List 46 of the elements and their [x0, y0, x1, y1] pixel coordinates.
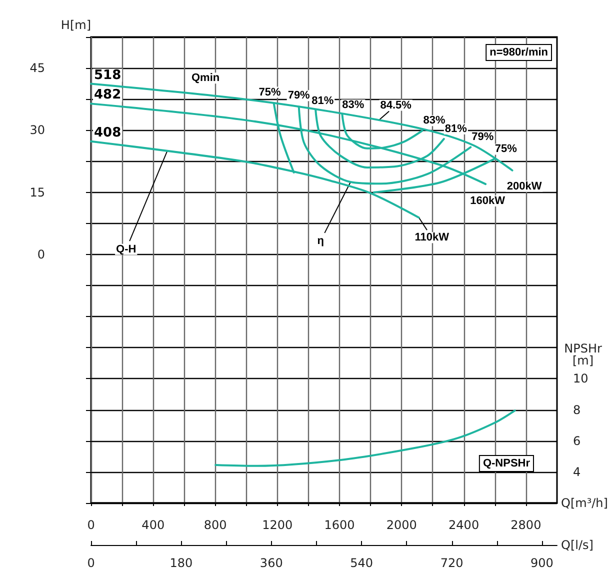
y2-tick-label: 4: [573, 464, 581, 479]
annotation: 75%: [494, 143, 518, 156]
x-tick-label: 0: [87, 518, 95, 532]
annotation: 81%: [444, 122, 468, 135]
x2-tick-label: 540: [350, 556, 374, 570]
annotation: 160kW: [470, 195, 506, 208]
annotation: 83%: [423, 114, 446, 127]
annotation: 84.5%: [380, 99, 412, 112]
annotation: n=980r/min: [490, 46, 548, 58]
x2-tick-label: 900: [530, 556, 554, 570]
x-tick-label: 400: [142, 518, 165, 532]
series-label: 482: [94, 88, 122, 103]
x-tick-label: 2800: [510, 518, 542, 532]
y-tick-label: 45: [30, 61, 45, 76]
annotation: 110kW: [414, 232, 450, 244]
y-tick-label: 15: [30, 185, 45, 200]
x-tick-label: 1600: [324, 518, 355, 532]
series-label: 518: [94, 68, 122, 83]
annotation: 83%: [342, 99, 364, 112]
x-tick-label: 2000: [386, 518, 417, 532]
annotation: η: [317, 234, 324, 247]
y-tick-label: 0: [37, 247, 45, 262]
x-axis-title: Q[m³/h]: [561, 496, 608, 510]
annotation: 79%: [288, 90, 310, 102]
annotation: 75%: [258, 86, 282, 98]
x2-tick-label: 720: [440, 556, 464, 570]
y2-axis-title: NPSHr[m]: [564, 342, 602, 368]
x-tick-label: 2400: [448, 518, 480, 532]
y-axis-title: H[m]: [60, 18, 91, 32]
y2-tick-label: 6: [573, 434, 581, 448]
annotation: 81%: [312, 94, 334, 107]
x2-tick-label: 360: [260, 556, 283, 570]
annotation: 200kW: [506, 180, 542, 192]
x-tick-label: 800: [204, 518, 227, 532]
y2-tick-label: 8: [573, 402, 581, 417]
y2-tick-label: 10: [573, 372, 588, 386]
x2-tick-label: 180: [170, 556, 193, 570]
annotation: Q-NPSHr: [482, 458, 531, 470]
x-tick-label: 1200: [262, 518, 293, 532]
x2-axis-title: Q[l/s]: [561, 538, 594, 552]
series-label: 408: [94, 125, 122, 140]
x2-tick-label: 0: [87, 556, 95, 570]
annotation: Qmin: [191, 72, 220, 84]
annotation: 79%: [472, 131, 494, 144]
annotation: Q-H: [116, 243, 136, 256]
y-tick-label: 30: [30, 123, 45, 138]
